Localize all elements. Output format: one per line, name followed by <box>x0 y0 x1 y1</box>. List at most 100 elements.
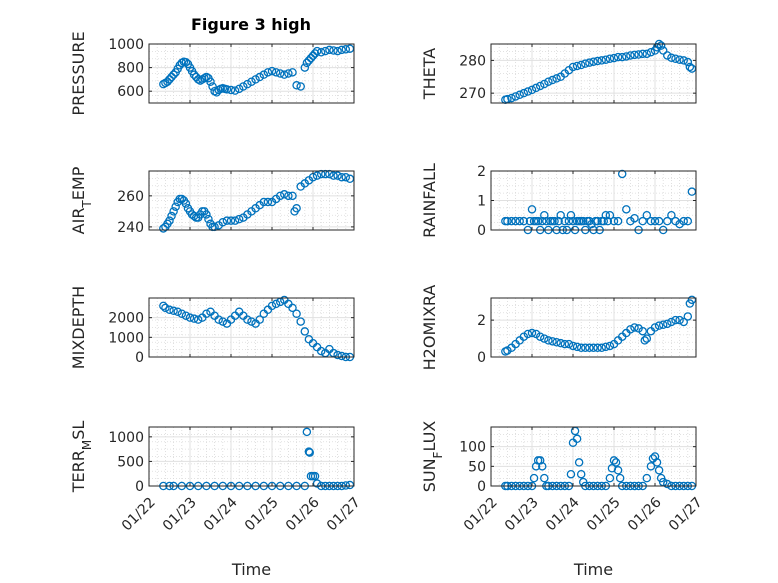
data-point <box>177 309 187 318</box>
data-point <box>605 341 615 351</box>
data-point <box>511 92 520 101</box>
data-point <box>667 53 676 63</box>
data-point <box>613 216 623 226</box>
data-point <box>679 56 688 65</box>
y-axis-label: TERRMSL <box>69 421 94 494</box>
data-point <box>593 216 602 226</box>
y-tick-label: 100 <box>459 440 486 456</box>
data-point <box>642 49 652 59</box>
data-point <box>568 216 578 226</box>
subplot-4: 0 1 2 RAINFALL <box>420 163 697 239</box>
data-point <box>222 85 232 94</box>
data-point <box>650 452 660 461</box>
y-tick-label: 260 <box>117 189 144 205</box>
data-point <box>656 41 666 50</box>
data-point <box>226 85 236 95</box>
data-point <box>302 427 312 437</box>
data-point <box>540 79 549 89</box>
data-point <box>589 57 598 66</box>
data-point <box>638 216 647 226</box>
axes-box <box>148 297 355 358</box>
data-point <box>316 48 326 57</box>
y-axis-label: PRESSURE <box>69 31 88 115</box>
x-tick-label: 01/26 <box>283 494 323 534</box>
data-point <box>333 46 342 56</box>
data-point <box>230 216 240 225</box>
y-tick-label: 800 <box>117 61 144 77</box>
subplot-6: 0 2 H2OMIXRA <box>420 285 697 371</box>
data-point <box>181 311 191 320</box>
data-point <box>292 309 301 318</box>
y-tick-label: 2 <box>477 313 486 329</box>
data-point <box>202 210 211 219</box>
data-point <box>679 216 688 226</box>
data-point <box>305 448 314 457</box>
y-axis-label: H2OMIXRA <box>420 285 439 371</box>
x-tick-label: 01/27 <box>324 494 364 534</box>
data-point <box>615 473 625 483</box>
data-point <box>685 62 695 72</box>
data-point <box>642 210 652 220</box>
data-point <box>605 210 615 220</box>
data-point <box>566 469 576 479</box>
data-point <box>589 343 598 353</box>
data-point <box>548 75 557 85</box>
x-tick-label: 01/22 <box>119 494 159 534</box>
y-tick-label: 1 <box>477 194 486 210</box>
data-point <box>642 334 652 343</box>
data-point <box>275 191 285 201</box>
data-point <box>568 62 578 72</box>
data-point <box>597 56 606 65</box>
data-point <box>601 210 611 220</box>
data-point <box>189 211 199 221</box>
y-tick-label: 0 <box>135 350 144 366</box>
data-point <box>206 77 215 87</box>
data-point <box>288 303 297 313</box>
data-point <box>271 68 281 77</box>
data-point <box>593 56 602 66</box>
data-point <box>617 52 627 62</box>
x-tick-label: 01/22 <box>461 494 501 534</box>
data-point <box>683 57 693 67</box>
axes-box <box>148 426 355 487</box>
axes-box <box>148 170 355 231</box>
data-point <box>310 49 320 58</box>
data-point <box>663 479 672 489</box>
data-point <box>605 54 615 64</box>
y-tick-label: 1000 <box>108 37 144 53</box>
data-point <box>208 82 217 91</box>
data-point <box>597 343 606 353</box>
data-point <box>540 473 549 483</box>
subplot-3: 240 260 AIRTEMP <box>69 166 355 236</box>
data-point <box>540 334 549 343</box>
data-point <box>288 191 297 201</box>
subplot-8: 0 50 100 01/22 01/23 01/24 01/25 01/26 01/27 Time… <box>420 421 706 579</box>
data-point <box>538 216 547 226</box>
axes-box <box>490 43 697 104</box>
data-point <box>675 55 684 64</box>
data-point <box>572 342 582 352</box>
data-point <box>247 77 256 87</box>
y-tick-label: 1000 <box>108 430 144 446</box>
data-point <box>599 216 609 226</box>
subplot-2: 270 280 THETA <box>420 39 697 104</box>
data-point <box>576 469 586 479</box>
data-point <box>243 315 252 324</box>
axes-box <box>490 426 697 487</box>
data-point <box>171 202 180 211</box>
data-point <box>576 343 586 353</box>
axes-box <box>148 43 355 104</box>
data-point <box>538 462 547 471</box>
data-point <box>533 216 543 226</box>
data-point <box>234 84 244 94</box>
data-point <box>304 447 314 456</box>
data-point <box>239 82 248 91</box>
data-point <box>609 53 619 63</box>
data-point <box>329 171 338 180</box>
data-point <box>333 171 342 180</box>
data-point <box>585 343 594 353</box>
data-point <box>679 317 688 327</box>
data-point <box>163 77 172 87</box>
data-point <box>292 81 301 90</box>
data-point <box>638 49 647 59</box>
